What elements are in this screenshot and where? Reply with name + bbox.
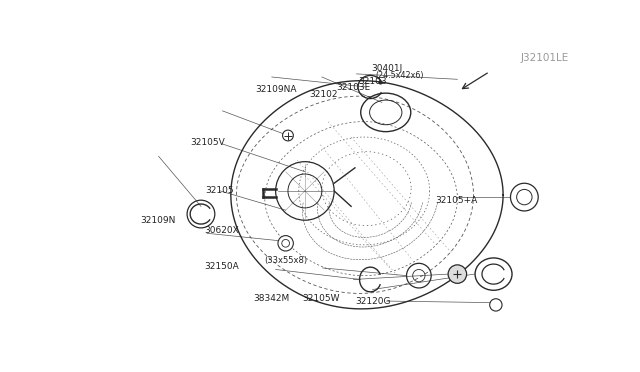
Text: 32105+A: 32105+A <box>435 196 477 205</box>
Text: 32102: 32102 <box>309 90 337 99</box>
Text: (33x55x8): (33x55x8) <box>264 256 308 265</box>
Circle shape <box>278 235 293 251</box>
Text: 32109N: 32109N <box>140 216 175 225</box>
Text: 32105W: 32105W <box>302 294 339 303</box>
Text: J32101LE: J32101LE <box>521 54 569 63</box>
Circle shape <box>283 130 293 141</box>
Text: 30401J: 30401J <box>371 64 403 73</box>
Circle shape <box>490 299 502 311</box>
Text: 32103E: 32103E <box>337 83 371 92</box>
Text: (24.5x42x6): (24.5x42x6) <box>375 71 424 80</box>
Text: 32105V: 32105V <box>190 138 225 147</box>
Text: 30620X: 30620X <box>205 226 239 235</box>
Text: 38342M: 38342M <box>253 294 289 303</box>
Text: 32120G: 32120G <box>355 297 390 307</box>
Text: 32109NA: 32109NA <box>255 86 297 94</box>
Text: 32103: 32103 <box>358 77 387 86</box>
Circle shape <box>448 265 467 283</box>
Text: 32150A: 32150A <box>205 262 239 271</box>
Text: 32105: 32105 <box>205 186 234 195</box>
